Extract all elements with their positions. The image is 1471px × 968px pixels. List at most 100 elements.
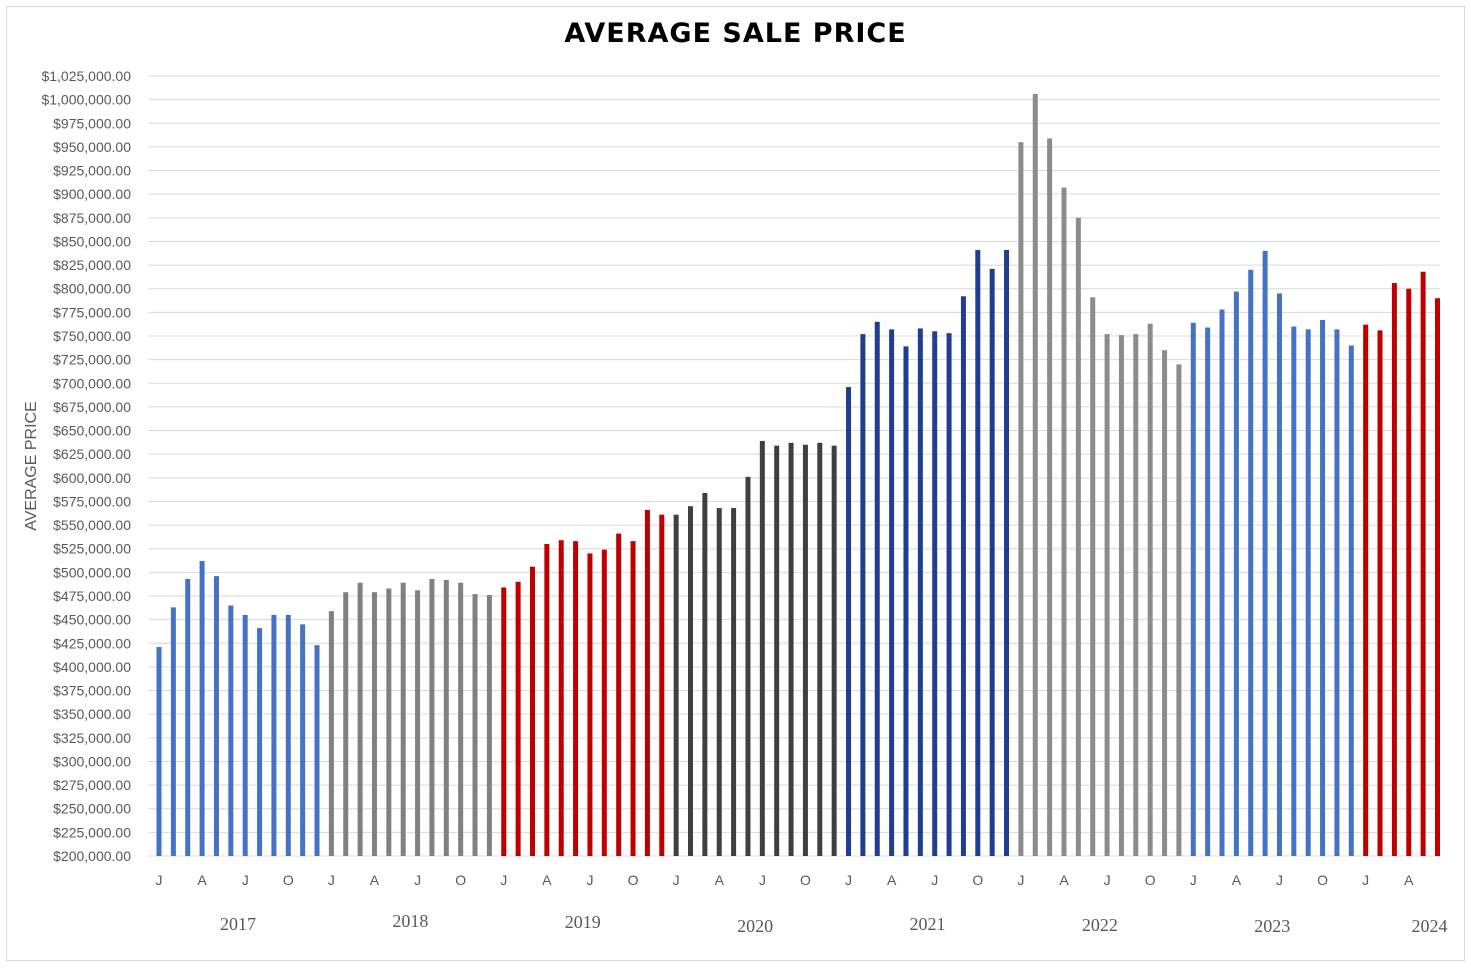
bar-2019-3 <box>529 566 535 856</box>
bar-2021-10 <box>975 249 981 857</box>
bar-2017-3 <box>185 578 191 856</box>
gridlines <box>148 75 1440 857</box>
y-tick-label: $675,000.00 <box>53 399 131 415</box>
bar-2019-2 <box>515 581 521 856</box>
y-tick-label: $975,000.00 <box>53 115 131 131</box>
x-tick-label: J <box>1190 872 1197 888</box>
bar-2017-4 <box>199 561 205 856</box>
y-tick-label: $275,000.00 <box>53 777 131 793</box>
x-tick-label: O <box>283 872 294 888</box>
bar-2020-5 <box>731 508 737 856</box>
bar-2021-1 <box>846 387 852 856</box>
y-tick-label: $400,000.00 <box>53 659 131 675</box>
x-tick-label: A <box>1404 872 1414 888</box>
bar-2018-9 <box>443 579 449 856</box>
bar-2020-7 <box>759 440 765 856</box>
bar-2018-2 <box>343 592 349 856</box>
bar-2020-10 <box>802 444 808 856</box>
y-tick-label: $375,000.00 <box>53 683 131 699</box>
bar-2021-6 <box>917 328 923 856</box>
x-tick-label: J <box>1362 872 1369 888</box>
bar-2021-12 <box>1004 249 1010 857</box>
x-tick-label: A <box>1059 872 1069 888</box>
bar-2017-9 <box>271 614 277 856</box>
bar-2023-7 <box>1276 293 1282 856</box>
x-tick-label: A <box>715 872 725 888</box>
y-tick-label: $450,000.00 <box>53 612 131 628</box>
bar-2023-3 <box>1219 309 1225 856</box>
x-tick-label: J <box>242 872 249 888</box>
bar-2024-1 <box>1363 324 1369 856</box>
x-tick-label: J <box>931 872 938 888</box>
x-tick-label: A <box>1232 872 1242 888</box>
bar-2024-3 <box>1391 283 1397 856</box>
y-tick-label: $575,000.00 <box>53 493 131 509</box>
bar-2019-4 <box>544 544 550 856</box>
x-tick-label: J <box>328 872 335 888</box>
bar-2019-6 <box>573 541 579 856</box>
y-axis-ticks: $200,000.00 $225,000.00 $250,000.00 $275,00… <box>41 68 131 864</box>
bar-2019-9 <box>616 533 622 856</box>
year-label-2020: 2020 <box>737 916 773 936</box>
x-tick-label: O <box>800 872 811 888</box>
bar-2017-1 <box>156 647 162 856</box>
bar-2023-4 <box>1233 291 1239 857</box>
bar-2019-8 <box>601 549 607 856</box>
bar-2017-7 <box>242 614 248 856</box>
bar-2023-8 <box>1291 326 1297 857</box>
bar-2018-7 <box>415 590 421 856</box>
bar-2020-11 <box>817 442 823 856</box>
bar-2018-5 <box>386 588 392 856</box>
bar-2022-10 <box>1147 323 1153 856</box>
x-tick-label: J <box>673 872 680 888</box>
y-tick-label: $525,000.00 <box>53 541 131 557</box>
bar-2021-3 <box>874 321 880 856</box>
bar-2022-7 <box>1104 334 1110 856</box>
bar-2019-10 <box>630 541 636 856</box>
bar-2022-2 <box>1032 93 1038 857</box>
x-tick-label: A <box>542 872 552 888</box>
bar-2018-4 <box>371 592 377 856</box>
bar-2017-12 <box>314 645 320 856</box>
year-label-2018: 2018 <box>392 911 428 931</box>
y-tick-label: $425,000.00 <box>53 635 131 651</box>
x-tick-label: O <box>455 872 466 888</box>
bar-2022-8 <box>1118 335 1124 856</box>
x-tick-label: A <box>197 872 207 888</box>
x-tick-label: J <box>414 872 421 888</box>
bar-2020-3 <box>702 492 708 856</box>
y-tick-label: $550,000.00 <box>53 517 131 533</box>
bar-2020-4 <box>716 508 722 856</box>
x-tick-label: A <box>370 872 380 888</box>
year-label-2024: 2024 <box>1411 916 1447 936</box>
bar-2022-4 <box>1061 187 1067 857</box>
bar-2019-7 <box>587 553 593 856</box>
bar-2024-2 <box>1377 330 1383 856</box>
x-tick-label: J <box>1276 872 1283 888</box>
y-tick-label: $925,000.00 <box>53 163 131 179</box>
bar-2021-11 <box>989 268 995 856</box>
y-tick-label: $475,000.00 <box>53 588 131 604</box>
x-tick-label: O <box>628 872 639 888</box>
year-label-2017: 2017 <box>220 914 256 934</box>
y-tick-label: $875,000.00 <box>53 210 131 226</box>
y-tick-label: $325,000.00 <box>53 730 131 746</box>
bar-2021-8 <box>946 333 952 856</box>
bar-2023-2 <box>1205 327 1211 856</box>
bar-2021-7 <box>932 331 938 857</box>
bar-2023-9 <box>1305 329 1311 856</box>
bar-2022-6 <box>1090 297 1096 857</box>
bar-2019-1 <box>501 587 507 856</box>
x-tick-label: J <box>586 872 593 888</box>
y-axis-label: AVERAGE PRICE <box>23 401 40 531</box>
x-tick-label: J <box>1104 872 1111 888</box>
bar-2021-2 <box>860 334 866 856</box>
bar-2022-12 <box>1176 364 1182 856</box>
bar-2020-1 <box>673 514 679 856</box>
bar-2017-11 <box>300 624 306 856</box>
bar-2018-6 <box>400 582 406 856</box>
bar-2017-5 <box>213 576 219 856</box>
bar-2024-5 <box>1420 271 1426 856</box>
bar-2024-4 <box>1406 288 1412 856</box>
